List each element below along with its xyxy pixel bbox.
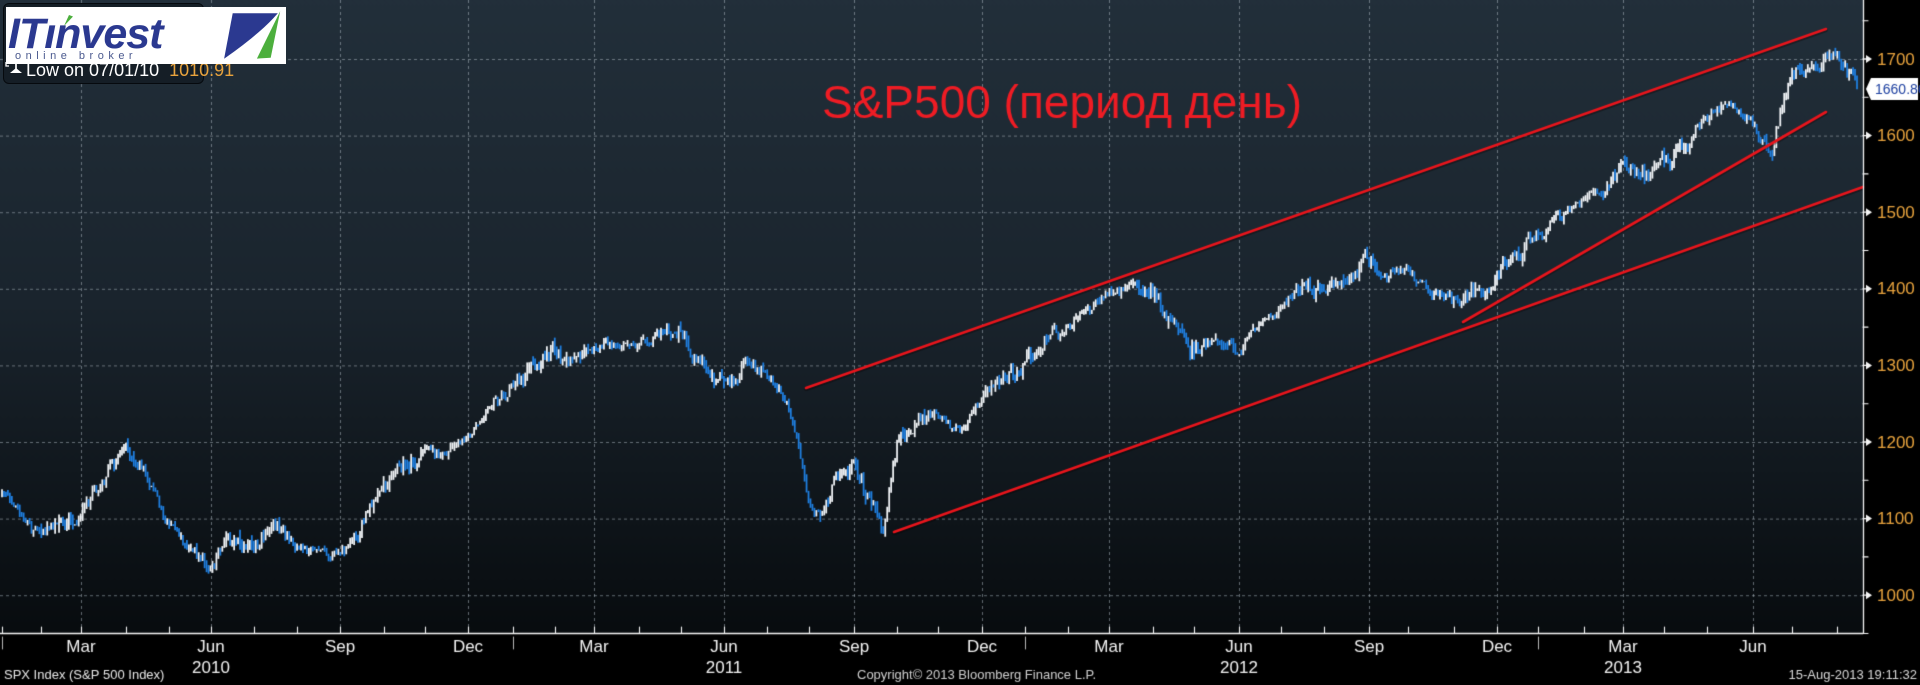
svg-text:online broker: online broker	[15, 50, 137, 62]
